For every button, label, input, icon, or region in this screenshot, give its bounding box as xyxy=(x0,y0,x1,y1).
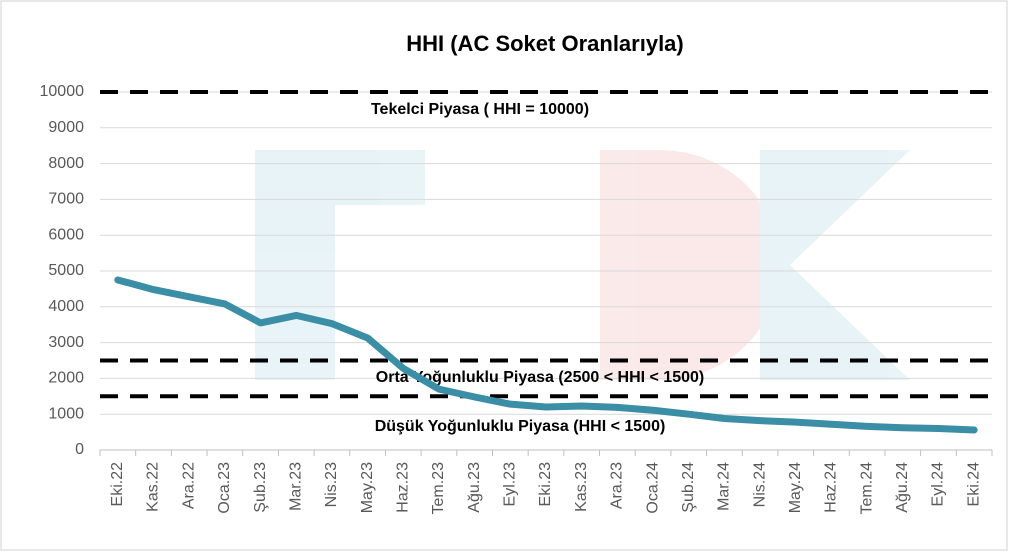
x-tick-label: Kas.23 xyxy=(573,462,590,512)
y-tick-label: 9000 xyxy=(48,119,84,136)
x-tick-label: Kas.22 xyxy=(145,462,162,512)
y-tick-label: 1000 xyxy=(48,405,84,422)
watermark xyxy=(255,150,910,380)
x-tick-label: Tem.24 xyxy=(858,462,875,515)
y-tick-label: 3000 xyxy=(48,334,84,351)
y-tick-label: 0 xyxy=(75,441,84,458)
y-tick-label: 5000 xyxy=(48,262,84,279)
x-tick-label: Nis.23 xyxy=(323,462,340,507)
x-tick-label: Eki.24 xyxy=(965,462,982,507)
x-tick-label: May.23 xyxy=(359,462,376,513)
x-tick-label: Eki.23 xyxy=(537,462,554,507)
y-tick-label: 6000 xyxy=(48,226,84,243)
x-tick-label: Ağu.24 xyxy=(894,462,911,513)
x-tick-label: Oca.24 xyxy=(644,462,661,514)
x-tick-label: Şub.24 xyxy=(680,462,697,513)
reference-label: Tekelci Piyasa ( HHI = 10000) xyxy=(371,101,589,118)
x-tick-label: Haz.24 xyxy=(823,462,840,513)
x-tick-label: Tem.23 xyxy=(430,462,447,515)
y-tick-label: 2000 xyxy=(48,370,84,387)
x-tick-label: Eyl.24 xyxy=(930,462,947,507)
x-tick-label: Oca.23 xyxy=(216,462,233,514)
x-tick-label: Haz.23 xyxy=(394,462,411,513)
x-tick-label: Mar.24 xyxy=(716,462,733,511)
x-tick-label: Ara.23 xyxy=(609,462,626,509)
x-tick-label: Eki.22 xyxy=(109,462,126,507)
x-tick-label: May.24 xyxy=(787,462,804,513)
y-tick-label: 10000 xyxy=(40,83,85,100)
x-tick-label: Nis.24 xyxy=(751,462,768,507)
data-line xyxy=(114,276,978,434)
x-tick-label: Ağu.23 xyxy=(466,462,483,513)
reference-label: Orta Yoğunluklu Piyasa (2500 < HHI < 150… xyxy=(376,369,704,386)
chart-title: HHI (AC Soket Oranlarıyla) xyxy=(406,31,684,56)
x-tick-label: Ara.22 xyxy=(180,462,197,509)
reference-label: Düşük Yoğunluklu Piyasa (HHI < 1500) xyxy=(375,418,666,435)
x-tick-label: Eyl.23 xyxy=(502,462,519,507)
x-tick-label: Şub.23 xyxy=(252,462,269,513)
y-tick-label: 8000 xyxy=(48,155,84,172)
y-tick-label: 4000 xyxy=(48,298,84,315)
x-tick-label: Mar.23 xyxy=(287,462,304,511)
y-tick-label: 7000 xyxy=(48,191,84,208)
